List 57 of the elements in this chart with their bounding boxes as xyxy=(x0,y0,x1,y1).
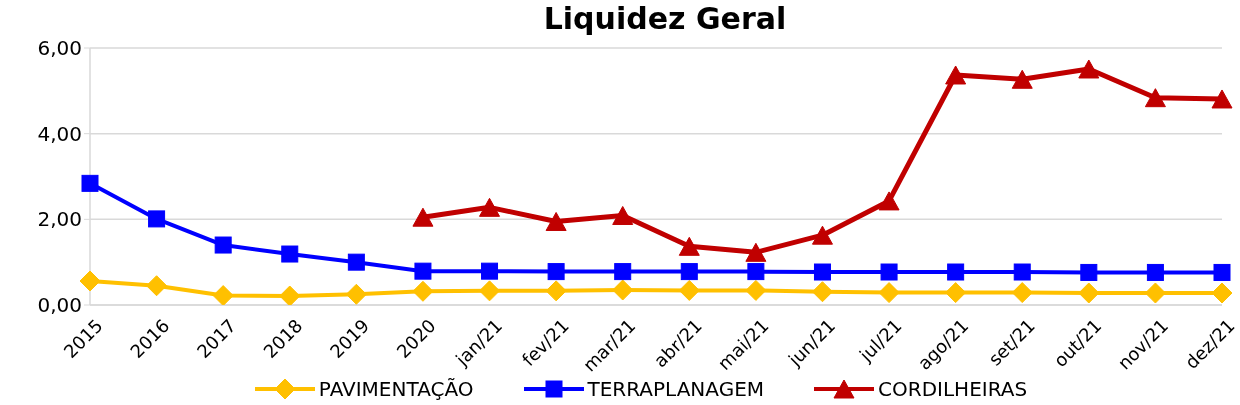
point xyxy=(1011,69,1033,89)
point xyxy=(79,270,101,292)
point xyxy=(745,279,767,301)
point xyxy=(680,263,698,281)
point xyxy=(1211,282,1233,304)
point xyxy=(880,263,898,281)
point xyxy=(148,210,166,228)
point xyxy=(678,236,700,256)
point xyxy=(412,280,434,302)
y-tick-label: 2,00 xyxy=(37,207,82,232)
point xyxy=(747,263,765,281)
point xyxy=(612,279,634,301)
point xyxy=(347,253,365,271)
chart-title: Liquidez Geral xyxy=(542,0,788,38)
point xyxy=(479,197,501,217)
point xyxy=(545,211,567,231)
point xyxy=(1211,89,1233,109)
point xyxy=(947,263,965,281)
point xyxy=(545,280,567,302)
point xyxy=(1013,263,1031,281)
point xyxy=(1078,59,1100,79)
point xyxy=(414,262,432,280)
point xyxy=(345,283,367,305)
point xyxy=(479,280,501,302)
point xyxy=(481,262,499,280)
point xyxy=(1144,88,1166,108)
point xyxy=(612,205,634,225)
point xyxy=(412,207,434,227)
point xyxy=(1078,282,1100,304)
point xyxy=(945,65,967,85)
point xyxy=(614,263,632,281)
point xyxy=(878,282,900,304)
point xyxy=(281,245,299,263)
point xyxy=(878,191,900,211)
legend-label: PAVIMENTAÇÃO xyxy=(318,377,474,401)
point xyxy=(811,225,833,245)
y-tick-label: 0,00 xyxy=(37,293,82,318)
point xyxy=(547,263,565,281)
point xyxy=(146,275,168,297)
point xyxy=(279,285,301,305)
y-tick-label: 4,00 xyxy=(37,121,82,146)
point xyxy=(811,281,833,303)
point xyxy=(1011,282,1033,304)
y-tick-label: 6,00 xyxy=(37,36,82,61)
point xyxy=(678,279,700,301)
point xyxy=(81,174,99,192)
point xyxy=(1213,263,1231,281)
point xyxy=(212,285,234,305)
point xyxy=(1080,263,1098,281)
point xyxy=(1144,282,1166,304)
point xyxy=(745,242,767,262)
point xyxy=(214,236,232,254)
legend-label: CORDILHEIRAS xyxy=(878,377,1028,401)
point xyxy=(813,263,831,281)
point xyxy=(1146,263,1164,281)
point xyxy=(945,282,967,304)
legend-label: TERRAPLANAGEM xyxy=(587,377,765,401)
